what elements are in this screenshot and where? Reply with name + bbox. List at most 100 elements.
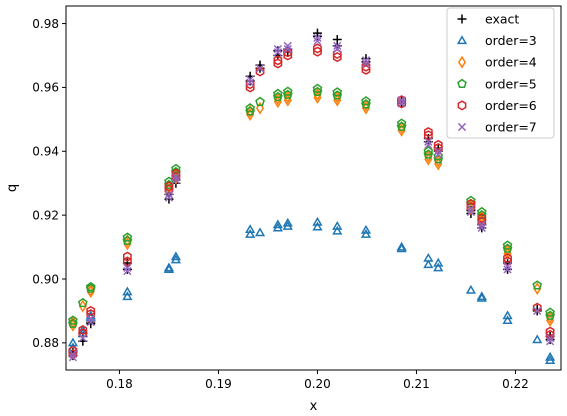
y-tick-label: 0.92 bbox=[32, 208, 59, 222]
data-point bbox=[424, 140, 433, 150]
data-point bbox=[396, 241, 407, 251]
data-point bbox=[313, 33, 322, 43]
x-axis-label: x bbox=[310, 399, 318, 414]
legend-label: exact bbox=[485, 12, 519, 27]
data-point bbox=[255, 101, 265, 115]
legend: exact order=3 order=4 order=5 order=6 order=7 bbox=[446, 7, 555, 139]
data-point bbox=[312, 216, 323, 226]
data-point bbox=[361, 56, 371, 65]
data-point bbox=[502, 243, 513, 253]
y-tick-label: 0.90 bbox=[32, 272, 59, 286]
data-point bbox=[86, 314, 95, 324]
data-point bbox=[78, 333, 87, 343]
data-point bbox=[397, 99, 406, 108]
series-order-3 bbox=[67, 216, 556, 364]
x-tick-label: 0.18 bbox=[106, 377, 133, 391]
data-point bbox=[283, 50, 293, 61]
data-point bbox=[122, 256, 132, 267]
data-point bbox=[170, 254, 181, 264]
data-point bbox=[545, 355, 556, 364]
data-point bbox=[313, 36, 322, 46]
data-point bbox=[333, 44, 342, 54]
x-tick-label: 0.20 bbox=[304, 377, 331, 391]
data-point bbox=[254, 227, 266, 237]
plot-frame bbox=[65, 5, 562, 371]
data-point bbox=[423, 127, 433, 138]
data-point bbox=[122, 232, 133, 242]
data-point bbox=[282, 217, 293, 227]
data-point bbox=[503, 262, 512, 271]
data-point bbox=[67, 337, 79, 347]
data-point bbox=[312, 86, 323, 97]
data-point bbox=[283, 41, 292, 51]
data-point bbox=[85, 281, 96, 292]
data-point bbox=[283, 47, 293, 58]
legend-label: order=7 bbox=[485, 120, 537, 135]
x-axis: 0.18 0.19 0.20 0.21 0.22 bbox=[106, 370, 529, 391]
data-point bbox=[361, 99, 371, 109]
data-point bbox=[312, 221, 323, 231]
data-point bbox=[476, 292, 487, 302]
data-point bbox=[332, 52, 342, 63]
data-point bbox=[476, 210, 487, 220]
data-point bbox=[171, 172, 181, 181]
data-point bbox=[465, 284, 477, 294]
data-point bbox=[246, 78, 255, 87]
legend-marker bbox=[457, 122, 467, 132]
data-point bbox=[86, 305, 96, 316]
data-point bbox=[332, 221, 343, 230]
data-point bbox=[171, 166, 181, 177]
data-point bbox=[171, 175, 181, 185]
data-point bbox=[78, 325, 88, 336]
data-point bbox=[533, 282, 542, 295]
data-point bbox=[545, 333, 555, 343]
data-point bbox=[170, 251, 181, 261]
data-point bbox=[255, 64, 265, 73]
data-point bbox=[122, 251, 132, 262]
legend-label: order=5 bbox=[485, 76, 537, 91]
data-point bbox=[503, 253, 512, 264]
legend-marker bbox=[457, 55, 467, 69]
x-tick-label: 0.19 bbox=[205, 377, 232, 391]
legend-label: order=4 bbox=[485, 55, 537, 70]
data-point bbox=[466, 195, 476, 205]
data-point bbox=[332, 225, 343, 235]
data-point bbox=[273, 58, 283, 69]
data-point bbox=[313, 46, 322, 57]
data-point bbox=[283, 44, 292, 54]
data-point bbox=[361, 61, 371, 72]
data-point bbox=[545, 351, 556, 361]
data-point bbox=[361, 59, 371, 68]
data-point bbox=[163, 262, 175, 272]
data-point bbox=[312, 31, 322, 41]
y-tick-label: 0.98 bbox=[32, 17, 59, 31]
data-point bbox=[86, 317, 95, 327]
data-marks bbox=[67, 28, 556, 364]
data-point bbox=[361, 64, 371, 75]
legend-label: order=6 bbox=[485, 98, 537, 113]
data-point bbox=[361, 96, 371, 106]
data-point bbox=[245, 103, 256, 113]
data-point bbox=[273, 55, 283, 66]
data-point bbox=[255, 96, 265, 106]
data-point bbox=[396, 118, 407, 128]
data-point bbox=[273, 44, 282, 54]
data-point bbox=[433, 139, 443, 150]
data-point bbox=[476, 291, 487, 301]
data-point bbox=[164, 193, 174, 202]
data-point bbox=[313, 43, 322, 54]
data-point bbox=[78, 299, 87, 313]
data-point bbox=[123, 234, 132, 248]
data-point bbox=[273, 48, 282, 57]
series-order-7 bbox=[68, 33, 555, 362]
data-point bbox=[434, 147, 443, 156]
data-point bbox=[477, 213, 487, 224]
data-point bbox=[246, 75, 255, 84]
data-point bbox=[502, 315, 513, 325]
data-point bbox=[476, 206, 487, 217]
y-tick-label: 0.94 bbox=[32, 145, 59, 159]
data-point bbox=[545, 307, 555, 317]
data-point bbox=[164, 190, 174, 199]
data-point bbox=[502, 240, 513, 250]
data-point bbox=[282, 89, 293, 99]
